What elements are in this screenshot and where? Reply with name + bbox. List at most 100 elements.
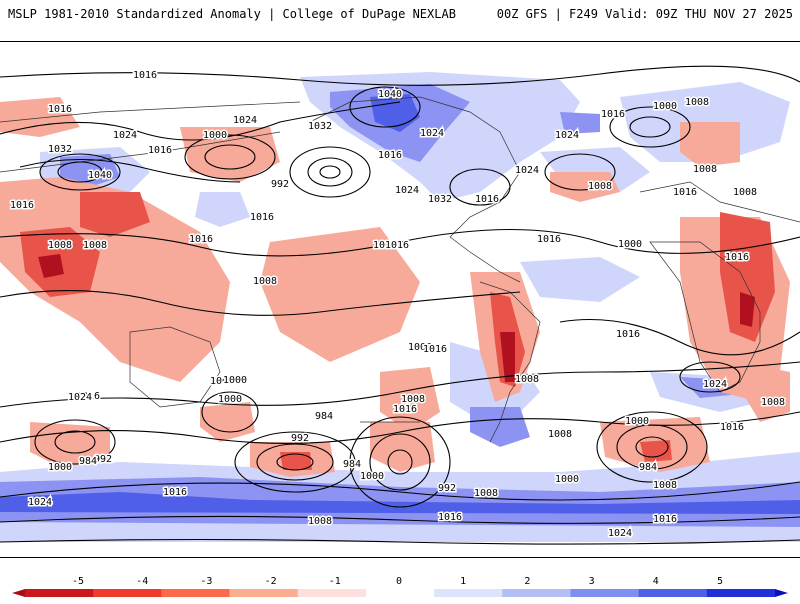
isobar-label: 1016	[616, 329, 640, 340]
colorbar-min-arrow	[12, 589, 25, 597]
isobar-label: 1024	[703, 379, 727, 390]
isobar-label: 1008	[253, 276, 277, 287]
isobar-label: 1016	[720, 422, 744, 433]
colorbar-tick-label: -1	[329, 576, 341, 587]
isobar-contours	[0, 65, 800, 545]
isobar-label: 1016	[76, 391, 100, 402]
colorbar-tick-label: 0	[396, 576, 402, 587]
colorbar-segment	[93, 589, 162, 597]
chart-title: MSLP 1981-2010 Standardized Anomaly | Co…	[8, 7, 456, 21]
isobar-label: 1008	[474, 488, 498, 499]
isobar-label: 992	[438, 483, 456, 494]
isobar-label: 1024	[515, 165, 539, 176]
isobar-label: 1016	[163, 487, 187, 498]
colorbar-segment	[297, 589, 367, 597]
isobar-label: 992	[94, 454, 112, 465]
isobar-label: 1000	[360, 471, 384, 482]
colorbar-ticks: -5 -4 -3 -2 -1 0 1 2 3 4 5	[72, 576, 723, 587]
colorbar-tick-label: 2	[524, 576, 530, 587]
isobar-label: 1000	[653, 101, 677, 112]
isobar-label: 1000	[223, 375, 247, 386]
isobar-label: 1024	[113, 130, 137, 141]
isobar-label: 1024	[555, 130, 579, 141]
isobar-label: 1008	[548, 429, 572, 440]
isobar-label: 1032	[48, 144, 72, 155]
isobar-label: 1016	[438, 512, 462, 523]
isobar-label: 1016	[653, 514, 677, 525]
colorbar-segment	[365, 589, 435, 597]
anomaly-map: 1016101610241032104010001024101699210161…	[0, 42, 800, 557]
isobar-label: 1000	[203, 130, 227, 141]
isobar-label: 1024	[233, 115, 257, 126]
colorbar-tick-label: -2	[265, 576, 277, 587]
isobar-label: 1016	[148, 145, 172, 156]
isobar-label: 1008	[685, 97, 709, 108]
colorbar-tick-label: 3	[589, 576, 595, 587]
isobar-label: 1016	[537, 234, 561, 245]
isobar-label: 984	[315, 411, 333, 422]
colorbar-tick-label: -5	[72, 576, 84, 587]
isobar-label: 1008	[588, 181, 612, 192]
isobar-label: 1016	[725, 252, 749, 263]
isobar-label: 1008	[48, 240, 72, 251]
isobar-label: 1008	[693, 164, 717, 175]
isobar-label: 1016	[189, 234, 213, 245]
isobar-label: 1016	[373, 240, 397, 251]
isobar-label: 1016	[378, 150, 402, 161]
isobar-label: 1016	[10, 200, 34, 211]
colorbar-tick-label: 5	[717, 576, 723, 587]
isobar-label: 1032	[308, 121, 332, 132]
colorbar-segment	[638, 589, 708, 597]
colorbar-segment	[502, 589, 571, 597]
isobar-label: 1040	[378, 89, 402, 100]
isobar-label: 1016	[393, 404, 417, 415]
colorbar-segment	[161, 589, 231, 597]
colorbar-segment	[25, 589, 94, 597]
isobar-label: 1000	[555, 474, 579, 485]
isobar-label: 1024	[68, 392, 92, 403]
isobar-label: 1032	[428, 194, 452, 205]
deep-negative-anomaly	[38, 254, 755, 382]
model-valid-time: 00Z GFS | F249 Valid: 09Z THU NOV 27 202…	[496, 7, 793, 21]
colorbar-max-arrow	[775, 589, 788, 597]
map-panel: 1016 1016 1024 1032 1040 1000 1024 1016 992 1016 1…	[0, 41, 800, 558]
colorbar-svg: -5 -4 -3 -2 -1 0 1 2 3 4 5	[12, 576, 788, 597]
colorbar-tick-label: 1	[460, 576, 466, 587]
isobar-label: 1008	[653, 480, 677, 491]
colorbar-segment	[229, 589, 299, 597]
isobar-label: 1016	[475, 194, 499, 205]
isobar-label: 1016	[673, 187, 697, 198]
colorbar-tick-label: -4	[136, 576, 148, 587]
isobar-label: 984	[639, 462, 657, 473]
isobar-label: 1008	[733, 187, 757, 198]
isobar-label: 1008	[83, 240, 107, 251]
colorbar-segment	[570, 589, 640, 597]
isobar-label: 1024	[28, 497, 52, 508]
header: MSLP 1981-2010 Standardized Anomaly | Co…	[0, 0, 800, 30]
isobar-label: 1008	[210, 376, 234, 387]
isobar-label: 1016	[48, 104, 72, 115]
isobar-label: 1000	[618, 239, 642, 250]
isobar-label: 1008	[515, 374, 539, 385]
isobar-label: 1000	[218, 394, 242, 405]
isobar-label: 1008	[761, 397, 785, 408]
isobar-label: 984	[343, 459, 361, 470]
isobar-label: 1008	[308, 516, 332, 527]
coastlines	[0, 96, 800, 443]
isobar-label: 1016	[133, 70, 157, 81]
isobar-label: 1024	[395, 185, 419, 196]
colorbar-tick-label: 4	[653, 576, 659, 587]
isobar-label: 1016	[250, 212, 274, 223]
isobar-label: 1008	[408, 342, 432, 353]
isobar-label: 992	[271, 179, 289, 190]
isobar-label: 1000	[625, 416, 649, 427]
isobar-label: 1016	[423, 344, 447, 355]
isobar-label: 1024	[420, 128, 444, 139]
colorbar-segments	[12, 589, 788, 597]
isobar-label: 1016	[385, 240, 409, 251]
colorbar-tick-label: -3	[200, 576, 212, 587]
isobar-label: 1000	[48, 462, 72, 473]
isobar-label: 992	[291, 433, 309, 444]
isobar-label: 1024	[608, 528, 632, 539]
isobar-labels: 1016101610241032104010001024101699210161…	[8, 69, 786, 541]
